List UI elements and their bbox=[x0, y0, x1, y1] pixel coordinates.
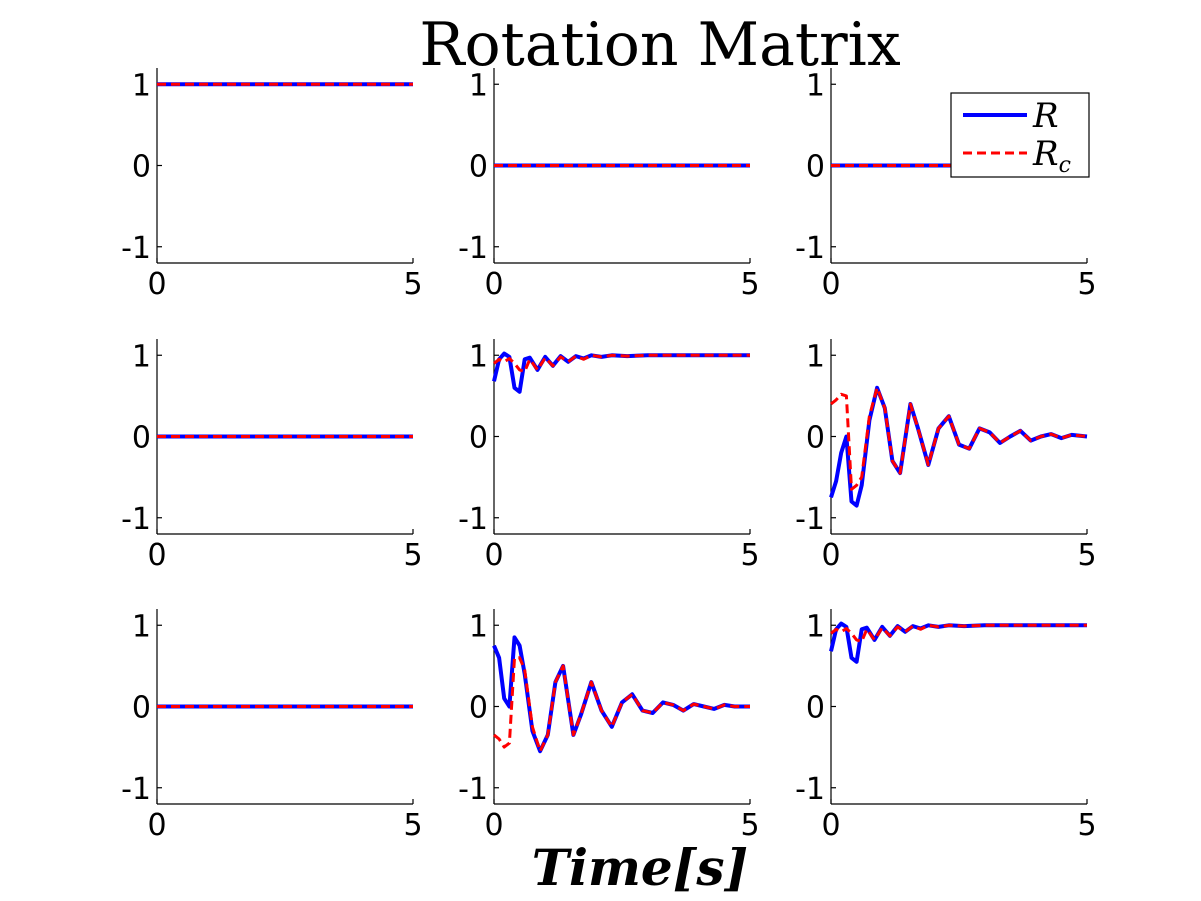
legend-label: Rc bbox=[1032, 134, 1071, 178]
x-tick-label: 0 bbox=[484, 267, 503, 302]
legend: RRc bbox=[950, 92, 1090, 178]
y-tick-label: -1 bbox=[121, 231, 151, 266]
subplot-3-2: 10-10 5 bbox=[458, 609, 760, 843]
x-tick-label: 5 bbox=[403, 267, 422, 302]
y-tick-label: -1 bbox=[121, 502, 151, 537]
subplot-1-2: 10-10 5 bbox=[458, 68, 760, 302]
y-tick-label: 1 bbox=[469, 339, 488, 374]
x-tick-label: 0 bbox=[484, 808, 503, 843]
x-tick-label: 5 bbox=[403, 808, 422, 843]
legend-box bbox=[950, 92, 1090, 178]
subplot-3-3: 10-10 5 bbox=[795, 609, 1097, 843]
subplot-3-1: 10-10 5 bbox=[121, 609, 423, 843]
x-tick-label: 0 bbox=[821, 267, 840, 302]
y-tick-label: 1 bbox=[806, 339, 825, 374]
y-tick-label: 1 bbox=[132, 68, 151, 103]
x-tick-label: 5 bbox=[740, 808, 759, 843]
subplot-2-2: 10-10 5 bbox=[458, 339, 760, 573]
legend-label-text: R bbox=[1032, 134, 1059, 174]
x-tick-label: 5 bbox=[1077, 538, 1096, 573]
y-tick-label: 1 bbox=[806, 609, 825, 644]
y-tick-label: -1 bbox=[795, 772, 825, 807]
y-tick-label: 0 bbox=[132, 691, 151, 726]
y-tick-label: 0 bbox=[469, 150, 488, 185]
subplot-2-1: 10-10 5 bbox=[121, 339, 423, 573]
subplot-1-1: 10-10 5 bbox=[121, 68, 423, 302]
y-tick-label: 1 bbox=[469, 68, 488, 103]
x-tick-label: 5 bbox=[740, 267, 759, 302]
series-line-Rc bbox=[493, 353, 750, 373]
x-tick-label: 0 bbox=[147, 808, 166, 843]
series-line-R bbox=[492, 635, 750, 754]
y-tick-label: 1 bbox=[469, 609, 488, 644]
y-tick-label: -1 bbox=[795, 231, 825, 266]
figure-title: Rotation Matrix bbox=[419, 10, 901, 80]
legend-label-subscript: c bbox=[1059, 153, 1071, 178]
x-tick-label: 0 bbox=[821, 538, 840, 573]
series-line-Rc bbox=[830, 386, 1088, 491]
x-tick-label: 5 bbox=[740, 538, 759, 573]
x-tick-label: 5 bbox=[403, 538, 422, 573]
x-tick-label: 0 bbox=[484, 538, 503, 573]
subplot-grid: 10-10 510-10 510-10 510-10 510-10 510-10 510-1… bbox=[121, 68, 1097, 843]
y-tick-label: -1 bbox=[458, 772, 488, 807]
x-tick-label: 5 bbox=[1077, 267, 1096, 302]
series-line-R bbox=[492, 351, 750, 394]
y-tick-label: 0 bbox=[132, 150, 151, 185]
series-line-Rc bbox=[830, 623, 1087, 643]
y-tick-label: 0 bbox=[806, 421, 825, 456]
series-line-R bbox=[829, 385, 1088, 508]
y-tick-label: 1 bbox=[806, 68, 825, 103]
y-tick-label: -1 bbox=[121, 772, 151, 807]
y-tick-label: 1 bbox=[132, 339, 151, 374]
y-tick-label: -1 bbox=[458, 502, 488, 537]
y-tick-label: -1 bbox=[458, 231, 488, 266]
y-tick-label: 0 bbox=[469, 421, 488, 456]
series-line-Rc bbox=[493, 656, 750, 753]
y-tick-label: 0 bbox=[806, 691, 825, 726]
subplot-2-3: 10-10 5 bbox=[795, 339, 1097, 573]
x-axis-label: Time[s] bbox=[532, 838, 748, 897]
legend-label: R bbox=[1032, 96, 1059, 136]
x-tick-label: 0 bbox=[147, 538, 166, 573]
x-tick-label: 0 bbox=[821, 808, 840, 843]
x-tick-label: 5 bbox=[1077, 808, 1096, 843]
legend-label-text: R bbox=[1032, 96, 1059, 136]
y-tick-label: 0 bbox=[469, 691, 488, 726]
x-tick-label: 0 bbox=[147, 267, 166, 302]
y-tick-label: 0 bbox=[132, 421, 151, 456]
y-tick-label: 0 bbox=[806, 150, 825, 185]
y-tick-label: -1 bbox=[795, 502, 825, 537]
y-tick-label: 1 bbox=[132, 609, 151, 644]
series-line-R bbox=[829, 621, 1087, 664]
